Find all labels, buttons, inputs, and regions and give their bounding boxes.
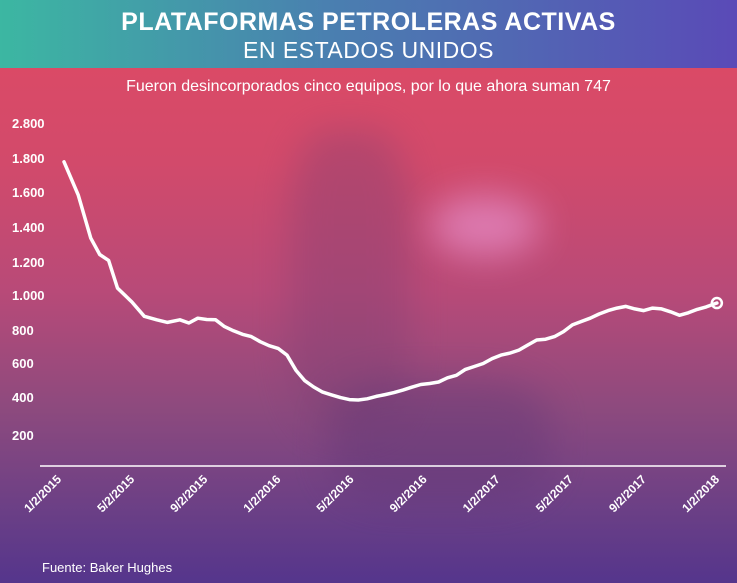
x-tick-label: 5/2/2015 bbox=[94, 472, 137, 515]
chart-subtitle: EN ESTADOS UNIDOS bbox=[243, 37, 494, 63]
y-tick-label: 2.800 bbox=[12, 116, 45, 131]
y-axis-ticks: 2.800 1.800 1.600 1.400 1.200 1.000 800 600 400 2… bbox=[12, 116, 45, 443]
y-tick-label: 600 bbox=[12, 356, 34, 371]
source-note: Fuente: Baker Hughes bbox=[42, 560, 173, 575]
x-tick-label: 1/2/2018 bbox=[679, 472, 722, 515]
last-point-marker bbox=[710, 296, 724, 310]
x-tick-label: 1/2/2017 bbox=[460, 472, 503, 515]
y-tick-label: 400 bbox=[12, 390, 34, 405]
chart-title: PLATAFORMAS PETROLERAS ACTIVAS bbox=[121, 8, 616, 36]
series-line bbox=[62, 160, 719, 402]
background-rig-silhouette bbox=[290, 130, 410, 430]
y-tick-label: 1.600 bbox=[12, 185, 45, 200]
x-tick-label: 9/2/2016 bbox=[387, 472, 430, 515]
x-tick-label: 9/2/2017 bbox=[606, 472, 649, 515]
y-tick-label: 1.000 bbox=[12, 288, 45, 303]
y-tick-label: 1.200 bbox=[12, 255, 45, 270]
x-axis-ticks: 1/2/2015 5/2/2015 9/2/2015 1/2/2016 5/2/2016… bbox=[21, 472, 722, 515]
header-band: PLATAFORMAS PETROLERAS ACTIVAS EN ESTADO… bbox=[0, 0, 737, 68]
x-tick-label: 1/2/2016 bbox=[241, 472, 284, 515]
x-tick-label: 1/2/2015 bbox=[21, 472, 64, 515]
x-tick-label: 5/2/2016 bbox=[314, 472, 357, 515]
x-tick-label: 9/2/2015 bbox=[167, 472, 210, 515]
y-tick-label: 1.400 bbox=[12, 220, 45, 235]
chart-caption: Fueron desincorporados cinco equipos, po… bbox=[126, 78, 611, 95]
x-tick-label: 5/2/2017 bbox=[533, 472, 576, 515]
y-tick-label: 800 bbox=[12, 323, 34, 338]
y-tick-label: 200 bbox=[12, 428, 34, 443]
background-sun bbox=[430, 196, 540, 256]
y-tick-label: 1.800 bbox=[12, 151, 45, 166]
